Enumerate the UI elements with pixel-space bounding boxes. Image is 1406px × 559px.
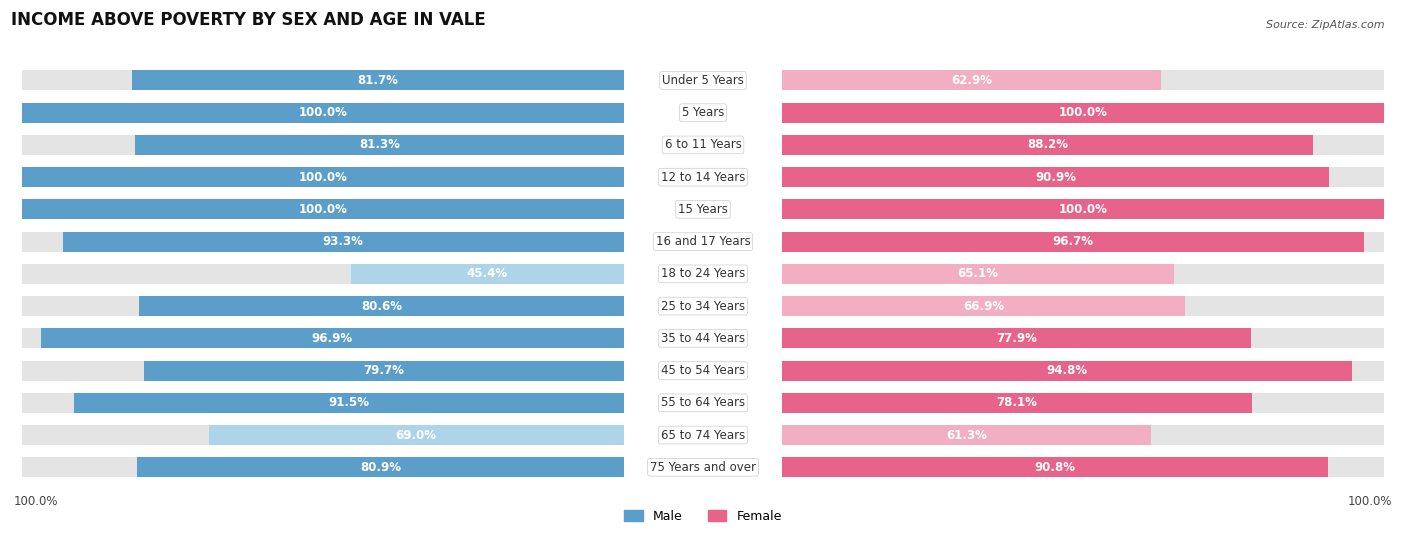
Bar bbox=[782, 231, 1364, 252]
Bar bbox=[782, 361, 1384, 381]
Text: 6 to 11 Years: 6 to 11 Years bbox=[665, 139, 741, 151]
Text: 5 Years: 5 Years bbox=[682, 106, 724, 119]
Text: 45.4%: 45.4% bbox=[467, 267, 508, 281]
Bar bbox=[22, 135, 624, 155]
Bar bbox=[782, 70, 1160, 91]
Bar bbox=[22, 167, 624, 187]
Bar bbox=[782, 296, 1185, 316]
Text: 100.0%: 100.0% bbox=[1059, 106, 1108, 119]
Text: 80.6%: 80.6% bbox=[361, 300, 402, 312]
Bar bbox=[22, 296, 624, 316]
Bar bbox=[782, 425, 1152, 445]
Bar bbox=[22, 200, 624, 219]
Bar bbox=[782, 361, 1353, 381]
Text: 100.0%: 100.0% bbox=[1059, 203, 1108, 216]
Text: 16 and 17 Years: 16 and 17 Years bbox=[655, 235, 751, 248]
Bar bbox=[139, 296, 624, 316]
Text: 75 Years and over: 75 Years and over bbox=[650, 461, 756, 474]
Bar bbox=[782, 167, 1384, 187]
Text: 100.0%: 100.0% bbox=[298, 170, 347, 184]
Bar bbox=[782, 70, 1384, 91]
Text: 65 to 74 Years: 65 to 74 Years bbox=[661, 429, 745, 442]
Bar bbox=[145, 361, 624, 381]
Text: 88.2%: 88.2% bbox=[1026, 139, 1069, 151]
Text: 81.7%: 81.7% bbox=[357, 74, 398, 87]
Bar bbox=[350, 264, 624, 284]
Bar bbox=[782, 425, 1384, 445]
Text: 94.8%: 94.8% bbox=[1047, 364, 1088, 377]
Text: 79.7%: 79.7% bbox=[364, 364, 405, 377]
Bar bbox=[138, 457, 624, 477]
Bar bbox=[782, 135, 1313, 155]
Text: 93.3%: 93.3% bbox=[323, 235, 364, 248]
Bar bbox=[782, 231, 1384, 252]
Bar bbox=[782, 264, 1174, 284]
Bar bbox=[22, 200, 624, 219]
Text: 77.9%: 77.9% bbox=[995, 332, 1038, 345]
Bar bbox=[132, 70, 624, 91]
Text: 62.9%: 62.9% bbox=[950, 74, 993, 87]
Bar bbox=[782, 200, 1384, 219]
Text: 81.3%: 81.3% bbox=[359, 139, 399, 151]
Text: 78.1%: 78.1% bbox=[997, 396, 1038, 409]
Text: INCOME ABOVE POVERTY BY SEX AND AGE IN VALE: INCOME ABOVE POVERTY BY SEX AND AGE IN V… bbox=[11, 11, 486, 29]
Bar bbox=[22, 361, 624, 381]
Bar bbox=[782, 457, 1329, 477]
Bar bbox=[782, 103, 1384, 122]
Text: 96.7%: 96.7% bbox=[1053, 235, 1094, 248]
Bar bbox=[63, 231, 624, 252]
Text: 91.5%: 91.5% bbox=[328, 396, 370, 409]
Bar bbox=[782, 393, 1384, 413]
Bar bbox=[22, 103, 624, 122]
Bar bbox=[22, 425, 624, 445]
Text: 61.3%: 61.3% bbox=[946, 429, 987, 442]
Bar bbox=[782, 103, 1384, 122]
Bar bbox=[782, 328, 1384, 348]
Text: 90.8%: 90.8% bbox=[1035, 461, 1076, 474]
Text: 96.9%: 96.9% bbox=[312, 332, 353, 345]
Text: 100.0%: 100.0% bbox=[298, 203, 347, 216]
Bar bbox=[782, 296, 1384, 316]
Legend: Male, Female: Male, Female bbox=[619, 505, 787, 528]
Text: 12 to 14 Years: 12 to 14 Years bbox=[661, 170, 745, 184]
Bar bbox=[135, 135, 624, 155]
Bar bbox=[782, 200, 1384, 219]
Text: 66.9%: 66.9% bbox=[963, 300, 1004, 312]
Bar bbox=[209, 425, 624, 445]
Bar bbox=[73, 393, 624, 413]
Text: 100.0%: 100.0% bbox=[14, 495, 59, 508]
Bar bbox=[22, 328, 624, 348]
Bar bbox=[22, 231, 624, 252]
Bar bbox=[22, 70, 624, 91]
Text: 15 Years: 15 Years bbox=[678, 203, 728, 216]
Text: Under 5 Years: Under 5 Years bbox=[662, 74, 744, 87]
Bar bbox=[22, 167, 624, 187]
Text: 80.9%: 80.9% bbox=[360, 461, 401, 474]
Bar bbox=[22, 393, 624, 413]
Bar bbox=[782, 135, 1384, 155]
Text: 65.1%: 65.1% bbox=[957, 267, 998, 281]
Bar bbox=[22, 103, 624, 122]
Text: 90.9%: 90.9% bbox=[1035, 170, 1076, 184]
Bar bbox=[782, 264, 1384, 284]
Text: 55 to 64 Years: 55 to 64 Years bbox=[661, 396, 745, 409]
Bar bbox=[782, 457, 1384, 477]
Text: Source: ZipAtlas.com: Source: ZipAtlas.com bbox=[1267, 20, 1385, 30]
Bar bbox=[41, 328, 624, 348]
Bar bbox=[782, 328, 1251, 348]
Text: 100.0%: 100.0% bbox=[1347, 495, 1392, 508]
Bar bbox=[782, 167, 1329, 187]
Text: 45 to 54 Years: 45 to 54 Years bbox=[661, 364, 745, 377]
Bar bbox=[22, 264, 624, 284]
Text: 25 to 34 Years: 25 to 34 Years bbox=[661, 300, 745, 312]
Bar bbox=[22, 457, 624, 477]
Bar bbox=[782, 393, 1251, 413]
Text: 18 to 24 Years: 18 to 24 Years bbox=[661, 267, 745, 281]
Text: 69.0%: 69.0% bbox=[395, 429, 437, 442]
Text: 35 to 44 Years: 35 to 44 Years bbox=[661, 332, 745, 345]
Text: 100.0%: 100.0% bbox=[298, 106, 347, 119]
